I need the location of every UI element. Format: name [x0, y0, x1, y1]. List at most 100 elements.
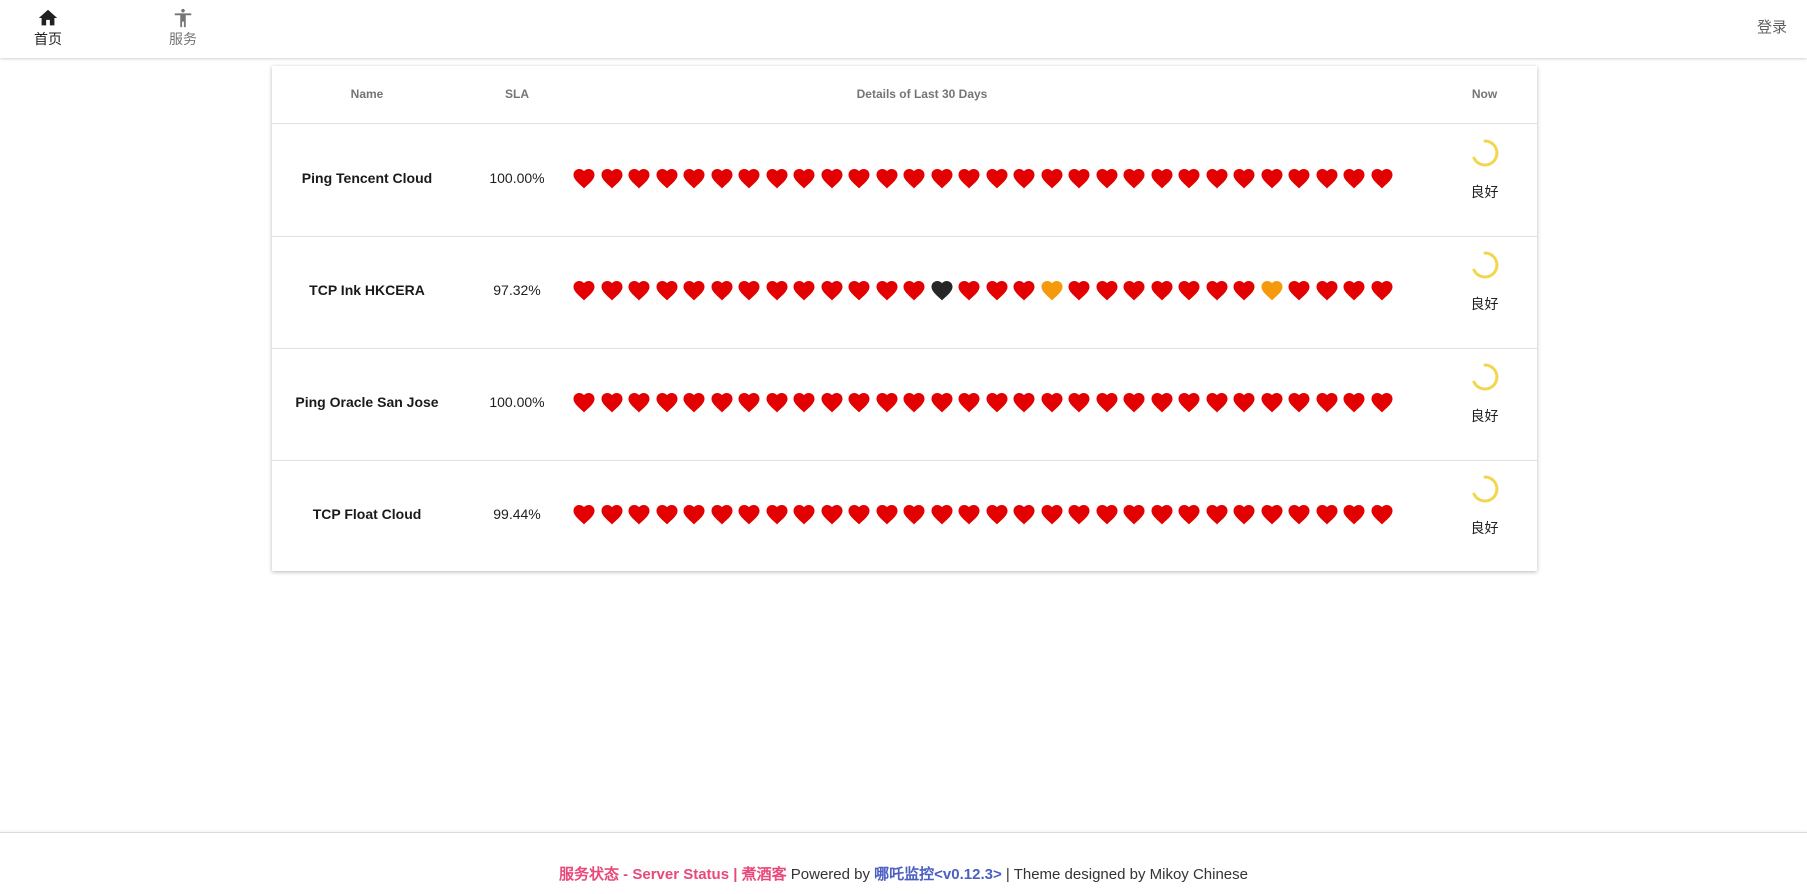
- service-status-table: Name SLA Details of Last 30 Days Now Pin…: [272, 66, 1537, 571]
- day-status-heart-icon: [820, 281, 843, 301]
- day-status-heart-icon: [628, 169, 650, 189]
- status-label: 良好: [1470, 296, 1499, 312]
- day-status-heart-icon: [628, 505, 650, 525]
- service-sla: 97.32%: [493, 282, 541, 298]
- login-link[interactable]: 登录: [1756, 19, 1787, 36]
- day-status-heart-icon: [903, 505, 925, 525]
- service-name: Ping Tencent Cloud: [301, 170, 433, 186]
- column-header-details: Details of Last 30 Days: [856, 87, 988, 101]
- day-status-heart-icon: [793, 169, 815, 189]
- day-status-heart-icon: [1013, 505, 1035, 525]
- day-status-heart-icon: [820, 505, 843, 525]
- day-status-heart-icon: [1123, 393, 1145, 413]
- day-status-heart-icon: [1315, 169, 1338, 189]
- day-status-heart-icon: [628, 281, 650, 301]
- day-status-heart-icon: [738, 281, 760, 301]
- column-header-sla: SLA: [505, 87, 529, 101]
- day-status-heart-icon: [985, 505, 1008, 525]
- footer-text: 服务状态 - Server Status | 煮酒客 Powered by 哪吒…: [0, 863, 1807, 884]
- day-status-heart-icon: [1205, 505, 1228, 525]
- day-status-heart-icon: [683, 505, 705, 525]
- table-row: TCP Ink HKCERA 97.32% 良好: [272, 236, 1537, 349]
- day-status-heart-icon: [683, 281, 705, 301]
- day-status-heart-icon: [600, 393, 623, 413]
- day-status-heart-icon: [1123, 281, 1145, 301]
- day-status-heart-icon: [1343, 393, 1365, 413]
- day-status-heart-icon: [1040, 505, 1063, 525]
- loading-spinner-icon: [1472, 251, 1499, 279]
- day-status-heart-icon: [710, 505, 733, 525]
- day-status-heart-icon: [848, 281, 870, 301]
- day-status-heart-icon: [1343, 505, 1365, 525]
- day-status-heart-icon: [1150, 169, 1173, 189]
- column-header-now: Now: [1471, 87, 1498, 101]
- loading-spinner-icon: [1472, 475, 1499, 503]
- day-status-heart-icon: [875, 393, 898, 413]
- status-label: 良好: [1470, 408, 1499, 424]
- day-status-heart-icon: [1013, 393, 1035, 413]
- current-status: 良好: [1432, 138, 1537, 218]
- day-status-heart-icon: [1013, 281, 1035, 301]
- day-status-heart-icon: [1315, 505, 1338, 525]
- day-status-heart-icon: [875, 169, 898, 189]
- day-status-heart-icon: [738, 505, 760, 525]
- day-status-heart-icon: [1260, 393, 1283, 413]
- day-status-heart-icon: [1040, 169, 1063, 189]
- day-status-heart-icon: [1315, 281, 1338, 301]
- day-status-heart-icon: [820, 393, 843, 413]
- footer-theme-credit: | Theme designed by Mikoy Chinese: [1001, 866, 1248, 883]
- home-icon: [38, 9, 58, 26]
- day-status-heart-icon: [765, 281, 788, 301]
- nav-item-service[interactable]: 服务: [138, 7, 228, 51]
- day-status-heart-icon: [1123, 169, 1145, 189]
- day-status-heart-icon: [655, 281, 678, 301]
- day-status-heart-icon: [1370, 169, 1393, 189]
- day-status-heart-icon: [1205, 169, 1228, 189]
- day-status-heart-icon: [903, 393, 925, 413]
- day-status-heart-icon: [1013, 169, 1035, 189]
- day-status-heart-icon: [765, 505, 788, 525]
- day-status-heart-icon: [738, 393, 760, 413]
- day-status-heart-icon: [1095, 281, 1118, 301]
- day-status-heart-icon: [1205, 393, 1228, 413]
- day-status-heart-icon: [1040, 281, 1063, 301]
- service-sla: 100.00%: [489, 170, 545, 186]
- footer-powered-prefix: Powered by: [786, 866, 875, 883]
- day-status-heart-icon: [1068, 169, 1090, 189]
- day-status-heart-icon: [875, 281, 898, 301]
- table-row: Ping Tencent Cloud 100.00% 良好: [272, 124, 1537, 237]
- day-status-heart-icon: [1150, 393, 1173, 413]
- day-status-heart-icon: [1343, 281, 1365, 301]
- nezha-monitor-link[interactable]: 哪吒监控<v0.12.3>: [874, 866, 1002, 883]
- table-row: Ping Oracle San Jose 100.00% 良好: [272, 348, 1537, 461]
- day-status-heart-icon: [1315, 393, 1338, 413]
- day-status-heart-icon: [683, 393, 705, 413]
- page-footer: 服务状态 - Server Status | 煮酒客 Powered by 哪吒…: [0, 832, 1807, 894]
- day-status-heart-icon: [848, 169, 870, 189]
- service-sla: 99.44%: [493, 506, 541, 522]
- day-status-heart-icon: [1233, 393, 1255, 413]
- day-status-heart-icon: [1288, 281, 1310, 301]
- day-status-heart-icon: [1068, 505, 1090, 525]
- day-status-heart-icon: [710, 281, 733, 301]
- day-status-heart-icon: [765, 393, 788, 413]
- day-status-heart-icon: [1260, 281, 1283, 301]
- day-status-heart-icon: [573, 393, 595, 413]
- service-name: TCP Ink HKCERA: [309, 282, 425, 298]
- nav-item-home[interactable]: 首页: [3, 7, 93, 51]
- current-status: 良好: [1432, 474, 1537, 554]
- day-status-heart-icon: [1095, 505, 1118, 525]
- service-name: TCP Float Cloud: [312, 506, 422, 522]
- loading-spinner-icon: [1472, 139, 1499, 167]
- day-status-heart-icon: [958, 505, 980, 525]
- day-status-heart-icon: [903, 169, 925, 189]
- day-status-heart-icon: [1370, 281, 1393, 301]
- day-status-heart-icon: [710, 393, 733, 413]
- day-status-heart-icon: [600, 169, 623, 189]
- top-navigation-bar: 首页 服务 登录: [0, 0, 1807, 58]
- current-status: 良好: [1432, 362, 1537, 442]
- day-status-heart-icon: [793, 281, 815, 301]
- accessibility-icon: [174, 8, 192, 28]
- day-status-heart-icon: [985, 393, 1008, 413]
- day-status-heart-icon: [1343, 169, 1365, 189]
